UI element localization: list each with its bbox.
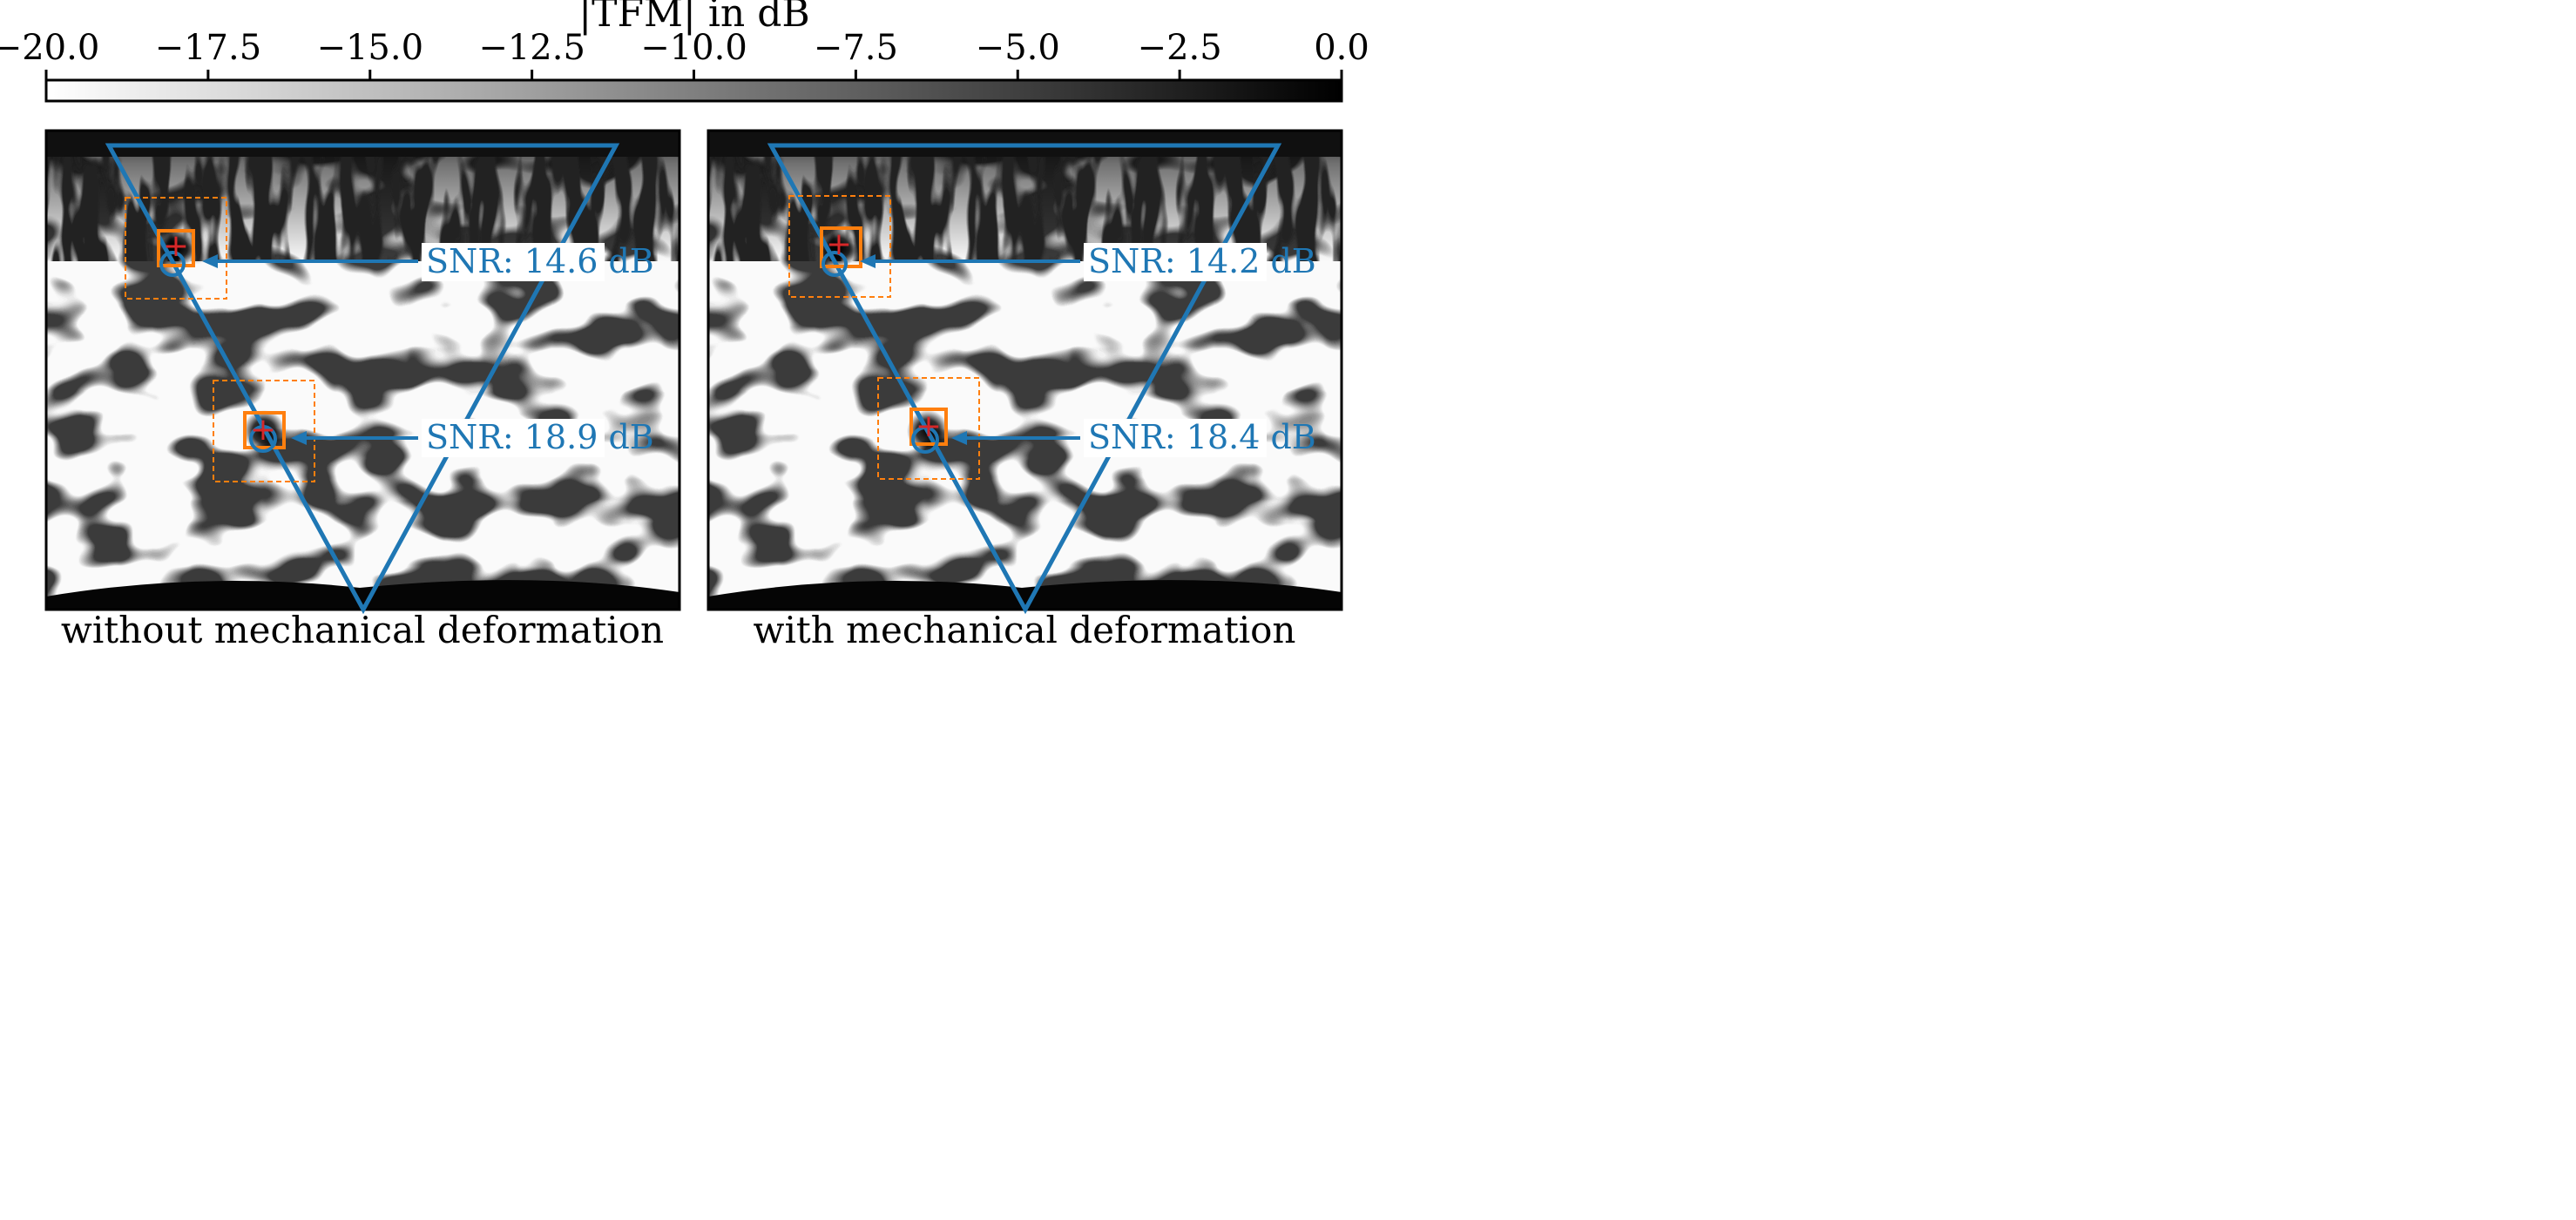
panel-caption: with mechanical deformation — [754, 609, 1296, 651]
roi-box-outer — [877, 377, 980, 480]
snr-label: SNR: 14.6 dB — [426, 242, 654, 280]
peak-marker: + — [250, 412, 276, 448]
roi-box-inner — [909, 408, 948, 446]
colorbar-tick-label: −17.5 — [155, 28, 262, 68]
target-circle — [159, 251, 186, 277]
colorbar-tick-label: 0.0 — [1314, 28, 1369, 68]
peak-marker: + — [163, 228, 189, 264]
triangle-outline — [105, 143, 620, 615]
colorbar-label: |TFM| in dB — [578, 0, 809, 36]
target-circle — [821, 251, 848, 277]
roi-box-inner — [243, 411, 286, 449]
roi-box-outer — [125, 197, 227, 300]
colorbar-tick-label: −10.0 — [640, 28, 747, 68]
snr-label: SNR: 18.9 dB — [426, 418, 654, 456]
roi-box-inner — [820, 226, 862, 268]
panel-with-deformation — [707, 129, 1343, 611]
snr-label: SNR: 14.2 dB — [1088, 242, 1316, 280]
colorbar: |TFM| in dB −20.0 −17.5 −15.0 −12.5 −10.0 −7.… — [0, 0, 1369, 103]
colorbar-tick-label: −2.5 — [1138, 28, 1222, 68]
colorbar-ticks: −20.0 −17.5 −15.0 −12.5 −10.0 −7.5 −5.0 −2.5 0.0 — [0, 28, 1369, 80]
roi-box-outer — [213, 380, 315, 482]
panel-without-deformation — [44, 129, 681, 611]
arrowhead — [860, 254, 876, 268]
peak-marker: + — [916, 408, 942, 444]
colorbar-tick-label: −20.0 — [0, 28, 99, 68]
arrowhead — [291, 431, 307, 445]
arrowhead — [202, 254, 218, 268]
colorbar-gradient — [44, 78, 1343, 103]
target-circle — [911, 426, 939, 454]
panel-caption: without mechanical deformation — [61, 609, 664, 651]
roi-box-inner — [157, 229, 195, 267]
overlay-panel-1: + + SNR: 14.6 dB SNR: 18.9 dB — [105, 143, 654, 615]
colorbar-tick-label: −12.5 — [478, 28, 585, 68]
arrowhead — [951, 431, 967, 445]
target-circle — [249, 425, 277, 453]
colorbar-tick-label: −7.5 — [814, 28, 898, 68]
overlay-panel-2: + + SNR: 14.2 dB SNR: 18.4 dB — [767, 143, 1316, 615]
colorbar-tick-label: −15.0 — [316, 28, 423, 68]
roi-box-outer — [788, 195, 891, 298]
peak-marker: + — [826, 226, 852, 262]
colorbar-tick-label: −5.0 — [976, 28, 1060, 68]
snr-label: SNR: 18.4 dB — [1088, 418, 1316, 456]
